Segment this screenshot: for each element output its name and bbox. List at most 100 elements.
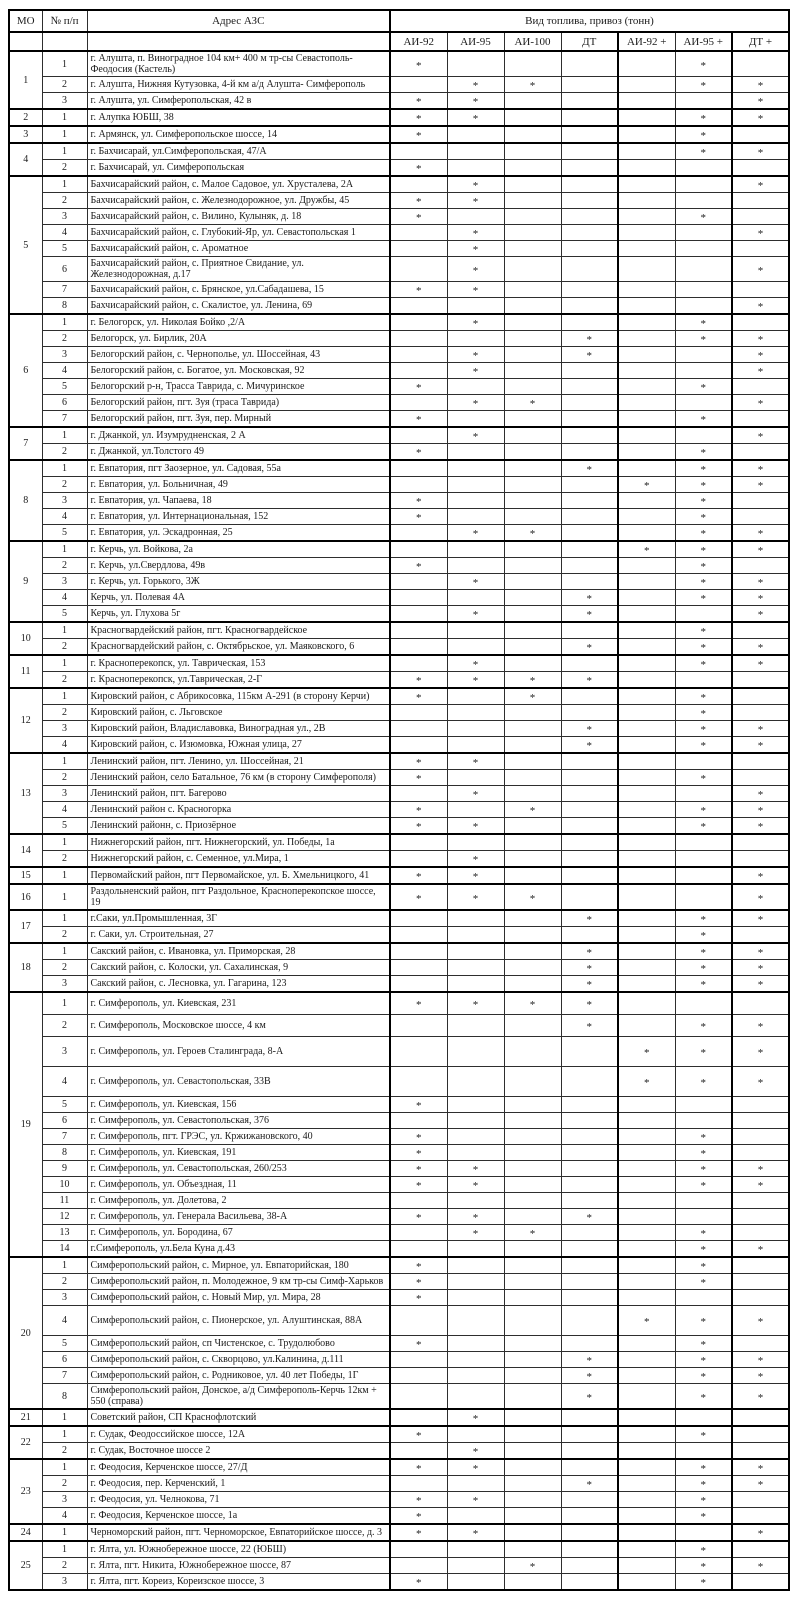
fuel-cell-ai95: * bbox=[446, 192, 505, 209]
station-address: Черноморский район, пгт. Черноморское, Е… bbox=[86, 1523, 391, 1542]
fuel-cell-ai100 bbox=[503, 1523, 562, 1542]
fuel-cell-dtplus: * bbox=[730, 720, 790, 737]
fuel-mark-asterisk: * bbox=[416, 1277, 422, 1289]
fuel-cell-ai95plus: * bbox=[674, 1224, 733, 1241]
fuel-mark-asterisk: * bbox=[700, 1316, 707, 1328]
fuel-mark-asterisk: * bbox=[586, 642, 593, 654]
fuel-mark-asterisk: * bbox=[416, 414, 422, 426]
fuel-cell-ai92plus bbox=[617, 1351, 676, 1368]
table-body: 1 1 г. Алушта, п. Виноградное 104 км+ 400 … bbox=[8, 50, 790, 1591]
fuel-cell-ai95 bbox=[446, 1351, 505, 1368]
station-row: 7 Симферопольский район, с. Родниковое, у… bbox=[9, 1367, 790, 1384]
fuel-cell-ai92plus bbox=[617, 1096, 676, 1113]
fuel-mark-asterisk: * bbox=[529, 528, 536, 540]
row-number: 3 bbox=[41, 346, 88, 363]
row-number: 4 bbox=[41, 589, 88, 606]
mo-group-number: 23 bbox=[8, 1458, 43, 1525]
fuel-cell-dt: * bbox=[560, 1351, 619, 1368]
fuel-mark-asterisk: * bbox=[472, 659, 479, 671]
fuel-cell-ai100: * bbox=[503, 801, 562, 818]
fuel-cell-ai95plus bbox=[674, 192, 733, 209]
fuel-mark-asterisk: * bbox=[472, 892, 479, 905]
fuel-cell-ai95: * bbox=[446, 1408, 505, 1427]
fuel-cell-ai92plus bbox=[617, 833, 676, 851]
station-address: г. Симферополь, ул. Бородина, 67 bbox=[86, 1224, 391, 1241]
fuel-cell-ai95plus bbox=[674, 883, 733, 911]
fuel-cell-ai95 bbox=[446, 720, 505, 737]
fuel-mark-asterisk: * bbox=[700, 1561, 707, 1573]
station-address: г. Симферополь, Московское шоссе, 4 км bbox=[86, 1014, 391, 1037]
fuel-cell-ai95plus: * bbox=[674, 621, 733, 639]
fuel-mark-asterisk: * bbox=[700, 740, 707, 752]
row-number: 1 bbox=[41, 833, 88, 851]
fuel-cell-ai100 bbox=[503, 92, 562, 110]
fuel-mark-asterisk: * bbox=[529, 692, 536, 704]
station-row: 22 1 г. Судак, Феодоссийское шоссе, 12А * * bbox=[8, 1425, 790, 1460]
fuel-cell-dt bbox=[560, 1540, 619, 1558]
fuel-cell-dtplus: * bbox=[730, 297, 790, 315]
fuel-cell-ai95: * bbox=[446, 1442, 505, 1460]
station-row: 5 Ленинский районн, с. Приозёрное * * * * bbox=[9, 817, 790, 835]
fuel-cell-ai95 bbox=[446, 1573, 505, 1591]
fuel-cell-ai100 bbox=[503, 1408, 562, 1427]
station-address: г. Саки, ул. Строительная, 27 bbox=[86, 926, 391, 944]
row-number: 2 bbox=[41, 1442, 88, 1460]
fuel-cell-ai92 bbox=[389, 1240, 448, 1258]
header-fuel-ai95plus: АИ-95 + bbox=[674, 31, 733, 52]
fuel-mark-asterisk: * bbox=[700, 212, 707, 224]
fuel-cell-ai95 bbox=[446, 1256, 505, 1274]
fuel-mark-asterisk: * bbox=[700, 1430, 707, 1442]
fuel-cell-dt bbox=[560, 1176, 619, 1193]
station-row: 13 1 Ленинский район, пгт. Ленино, ул. Шос… bbox=[8, 752, 790, 835]
fuel-cell-ai95plus: * bbox=[674, 1335, 733, 1352]
station-row: 8 г. Симферополь, ул. Киевская, 191 * * bbox=[9, 1144, 790, 1161]
station-address: г. Красноперекопск, ул. Таврическая, 153 bbox=[86, 654, 391, 672]
station-row: 20 1 Симферопольский район, с. Мирное, ул.… bbox=[8, 1256, 790, 1410]
station-address: Бахчисарайский район, с. Вилино, Кулыняк… bbox=[86, 208, 391, 225]
fuel-cell-dt bbox=[560, 1066, 619, 1097]
fuel-cell-dtplus bbox=[730, 1224, 790, 1241]
fuel-mark-asterisk: * bbox=[472, 1164, 479, 1176]
fuel-cell-ai92: * bbox=[389, 1176, 448, 1193]
fuel-mark-asterisk: * bbox=[644, 1077, 650, 1089]
fuel-mark-asterisk: * bbox=[700, 334, 707, 346]
fuel-cell-ai100 bbox=[503, 605, 562, 623]
fuel-cell-ai92 bbox=[389, 1014, 448, 1037]
fuel-mark-asterisk: * bbox=[416, 1132, 422, 1144]
fuel-mark-asterisk: * bbox=[416, 212, 422, 224]
station-row: 4 Ленинский район с. Красногорка * * * * bbox=[9, 801, 790, 818]
fuel-cell-dt: * bbox=[560, 720, 619, 737]
row-number: 10 bbox=[41, 1176, 88, 1193]
fuel-cell-ai95: * bbox=[446, 1491, 505, 1508]
fuel-mark-asterisk: * bbox=[529, 80, 536, 92]
row-number: 3 bbox=[41, 1573, 88, 1591]
fuel-cell-ai92plus bbox=[617, 142, 676, 160]
fuel-cell-ai95: * bbox=[446, 256, 505, 282]
mo-group-number: 6 bbox=[8, 313, 43, 428]
fuel-cell-ai95plus: * bbox=[674, 801, 733, 818]
mo-group-number: 22 bbox=[8, 1425, 43, 1460]
header-fuel-ai92: АИ-92 bbox=[389, 31, 448, 52]
fuel-cell-ai92plus bbox=[617, 159, 676, 177]
fuel-cell-ai95plus: * bbox=[674, 573, 733, 590]
header-fuel-ai100: АИ-100 bbox=[503, 31, 562, 52]
fuel-mark-asterisk: * bbox=[586, 1479, 593, 1491]
fuel-cell-dtplus: * bbox=[730, 959, 790, 976]
mo-group-number: 7 bbox=[8, 426, 43, 461]
fuel-cell-ai95plus: * bbox=[674, 1540, 733, 1558]
fuel-mark-asterisk: * bbox=[416, 163, 422, 175]
fuel-mark-asterisk: * bbox=[416, 285, 422, 297]
row-number: 2 bbox=[41, 159, 88, 177]
fuel-cell-dtplus: * bbox=[730, 394, 790, 411]
fuel-cell-ai92plus bbox=[617, 1458, 676, 1476]
fuel-cell-ai95plus: * bbox=[674, 330, 733, 347]
fuel-cell-ai92plus: * bbox=[617, 1036, 676, 1067]
fuel-cell-ai100 bbox=[503, 785, 562, 802]
mo-group-number: 13 bbox=[8, 752, 43, 835]
fuel-cell-ai100 bbox=[503, 866, 562, 885]
mo-group-number: 17 bbox=[8, 909, 43, 944]
mo-group-number: 12 bbox=[8, 687, 43, 754]
fuel-mark-asterisk: * bbox=[757, 593, 764, 605]
row-number: 5 bbox=[41, 240, 88, 257]
fuel-cell-ai92plus bbox=[617, 492, 676, 509]
